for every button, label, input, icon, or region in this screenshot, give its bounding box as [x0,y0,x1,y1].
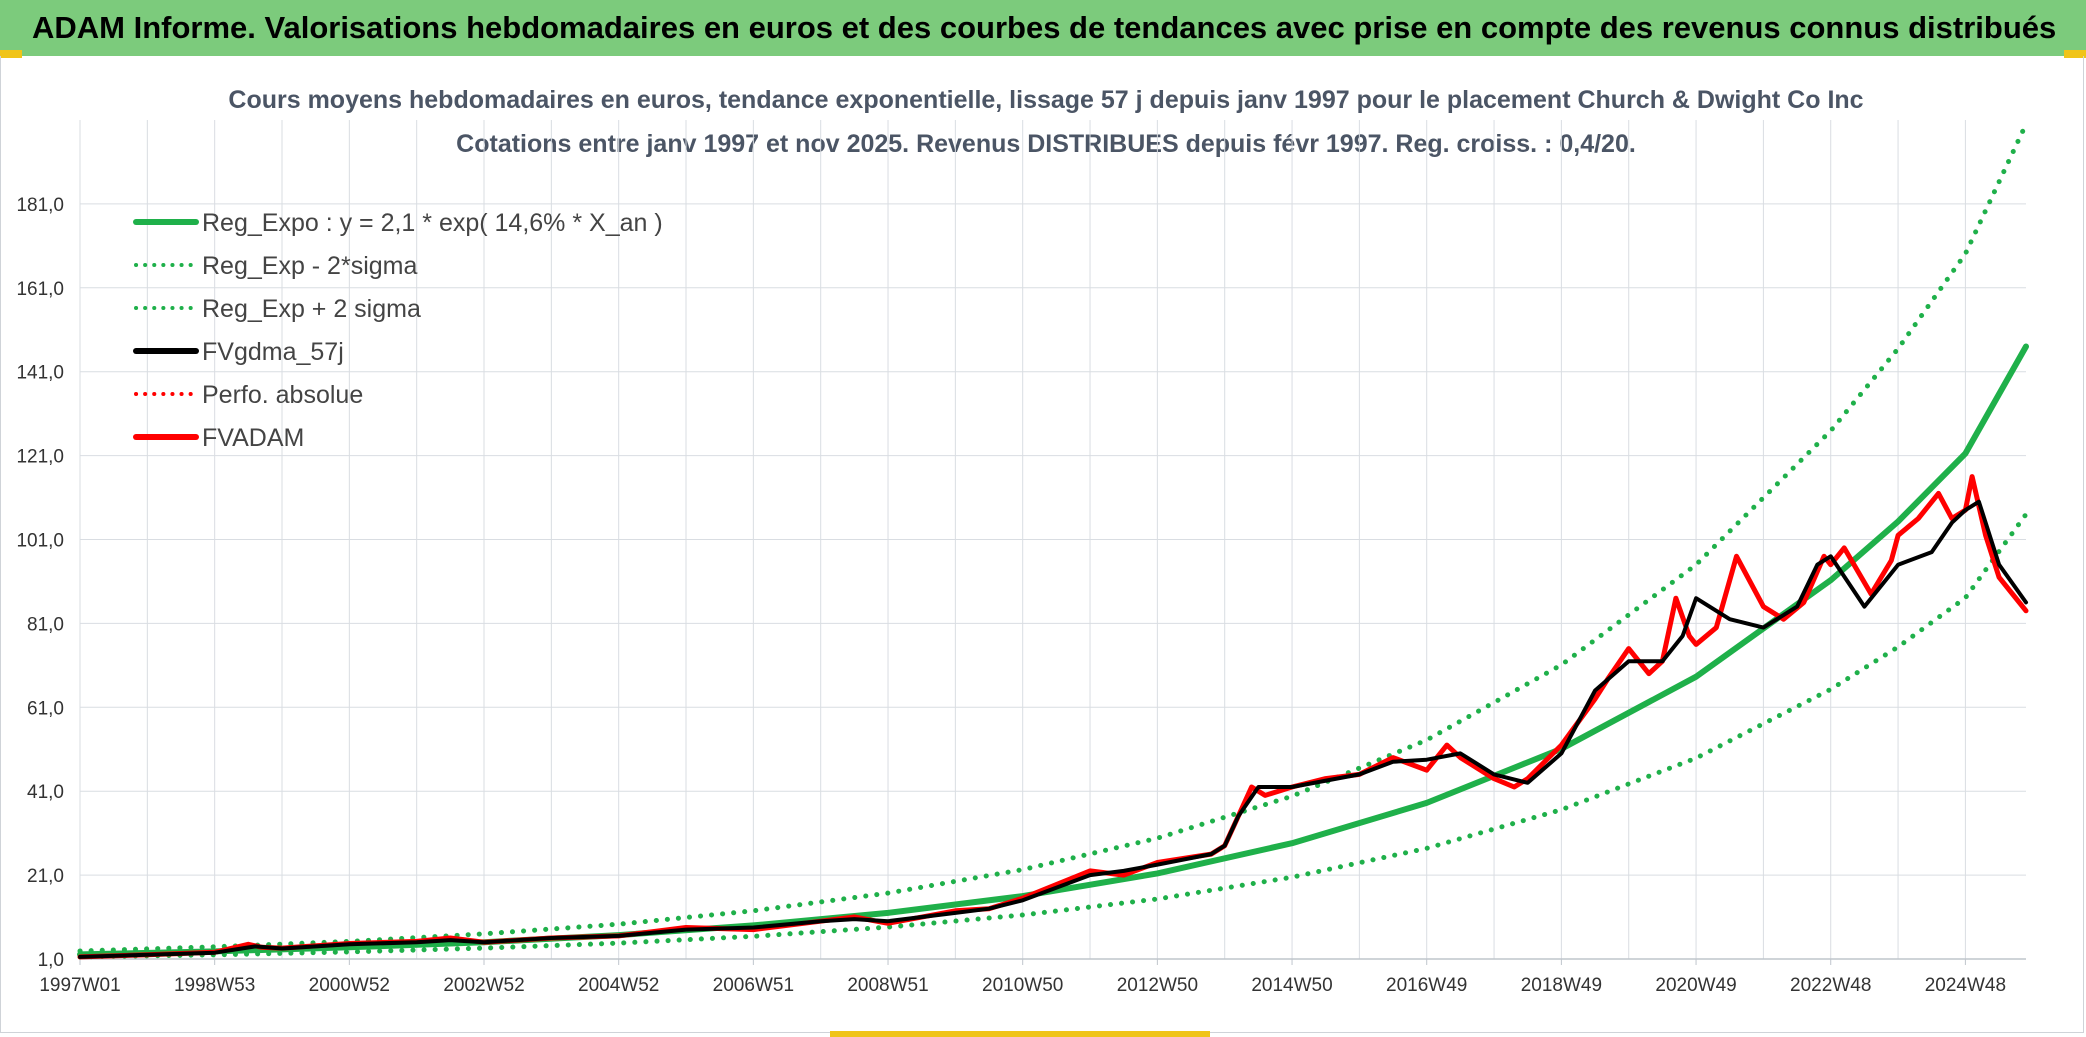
x-tick-label: 1997W01 [39,975,120,996]
y-tick-label: 161,0 [16,279,64,300]
y-tick-label: 81,0 [27,614,64,635]
x-tick-label: 2016W49 [1386,975,1467,996]
x-tick-label: 2002W52 [443,975,524,996]
chart-title: Cours moyens hebdomadaires en euros, ten… [228,86,1864,114]
series-fvgdma-57j [78,499,2028,959]
chart-subtitle: Cotations entre janv 1997 et nov 2025. R… [456,130,1636,158]
banner-corner-left [0,50,22,58]
bottom-accent-strip [830,1031,1210,1037]
x-tick-label: 2014W50 [1251,975,1332,996]
y-tick-label: 181,0 [16,195,64,216]
series [77,121,2029,960]
x-tick-label: 2022W48 [1790,975,1871,996]
x-tick-label: 1998W53 [174,975,255,996]
x-tick-label: 2012W50 [1117,975,1198,996]
x-tick-label: 2004W52 [578,975,659,996]
y-tick-label: 101,0 [16,531,64,552]
y-tick-label: 141,0 [16,363,64,384]
y-tick-label: 61,0 [27,698,64,719]
axes: 1,0 21,0 41,0 61,0 81,0 101,0 121,0 141,0 161,0 1… [16,195,2026,996]
x-tick-label: 2024W48 [1925,975,2006,996]
x-tick-label: 2000W52 [309,975,390,996]
series-reg-exp-plus-2sigma [77,121,2029,954]
y-tick-label: 1,0 [38,950,64,971]
x-tick-label: 2006W51 [713,975,794,996]
y-tick-label: 41,0 [27,782,64,803]
legend: Reg_Expo : y = 2,1 * exp( 14,6% * X_an )… [133,209,663,452]
legend-label: Reg_Expo : y = 2,1 * exp( 14,6% * X_an ) [202,209,663,237]
y-tick-label: 121,0 [16,447,64,468]
legend-label: Reg_Exp - 2*sigma [202,252,417,280]
x-tick-label: 2020W49 [1655,975,1736,996]
legend-label: Perfo. absolue [202,381,363,409]
legend-label: Reg_Exp + 2 sigma [202,295,421,323]
legend-label: FVADAM [202,424,304,452]
legend-label: FVgdma_57j [202,338,344,366]
report-banner: ADAM Informe. Valorisations hebdomadaire… [0,0,2086,56]
series-fvadam [77,474,2029,960]
x-tick-label: 2008W51 [847,975,928,996]
y-tick-label: 21,0 [27,866,64,887]
x-tick-label: 2018W49 [1521,975,1602,996]
banner-corner-right [2064,50,2086,58]
x-tick-label: 2010W50 [982,975,1063,996]
grid [79,120,2026,960]
